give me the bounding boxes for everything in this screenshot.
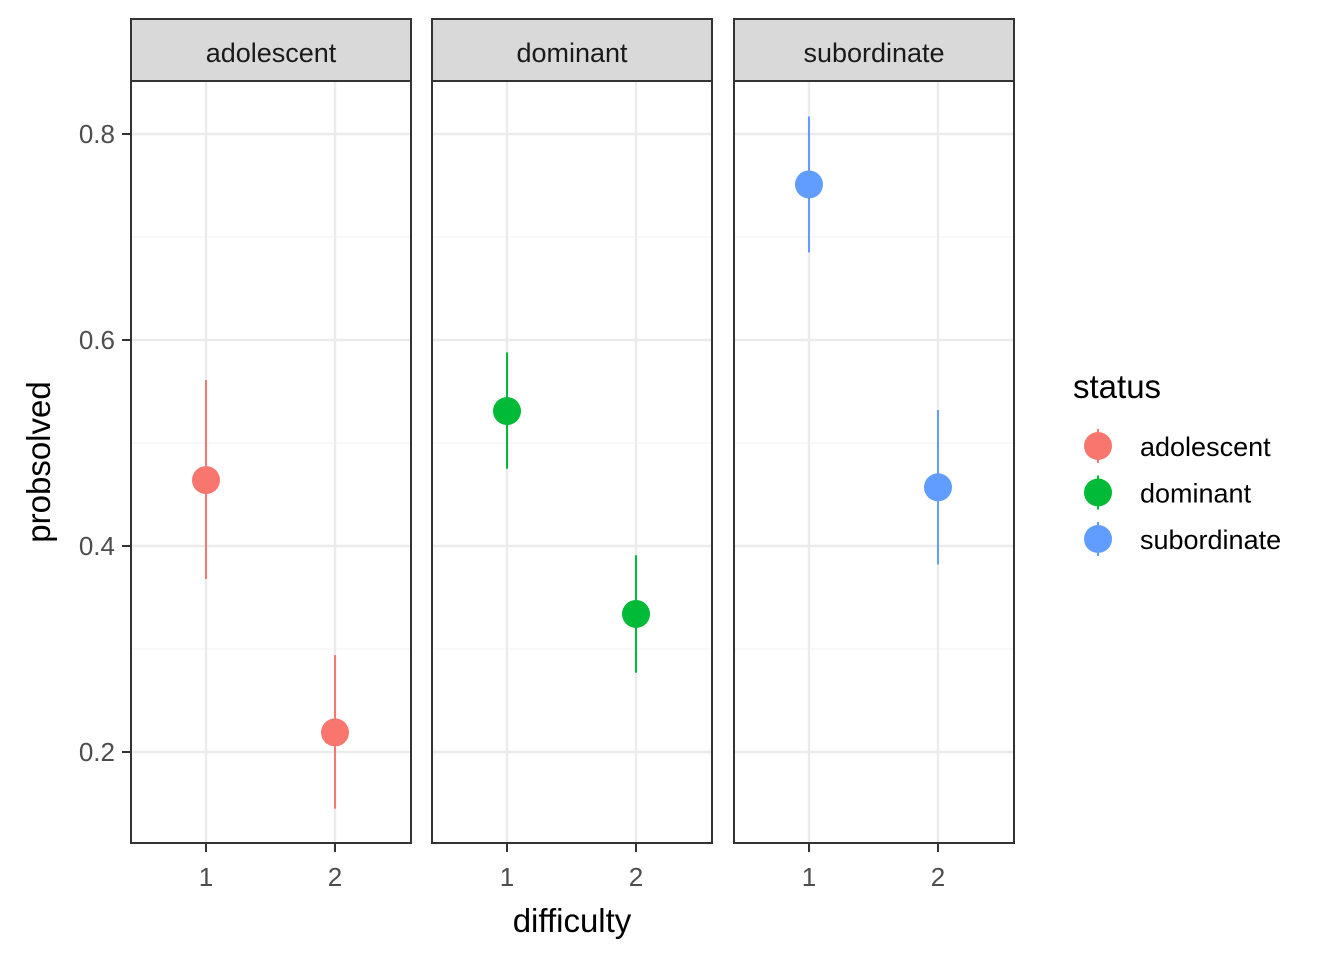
panel-background — [734, 81, 1014, 843]
x-tick-label: 1 — [500, 862, 514, 892]
legend: status adolescent dominant subordinate — [1073, 368, 1281, 556]
strip-label: dominant — [516, 38, 628, 68]
data-point — [321, 718, 349, 747]
legend-item-subordinate: subordinate — [1084, 522, 1281, 556]
x-tick-label: 2 — [931, 862, 945, 892]
legend-label: adolescent — [1140, 432, 1271, 462]
strip-background — [130, 18, 412, 82]
facet-panels: adolescent 1 2 dominant 1 2 subordinate 1 2 — [130, 18, 1015, 892]
legend-key-point — [1084, 432, 1112, 460]
legend-label: dominant — [1140, 479, 1252, 509]
data-point — [622, 599, 650, 628]
legend-item-dominant: dominant — [1084, 475, 1252, 510]
panel-dominant: dominant 1 2 — [431, 18, 713, 892]
strip-label: subordinate — [803, 38, 944, 68]
x-tick-label: 2 — [629, 862, 643, 892]
y-tick-label: 0.2 — [79, 737, 115, 767]
y-tick-label: 0.6 — [79, 325, 115, 355]
data-point — [493, 397, 521, 426]
panel-adolescent: adolescent 1 2 — [130, 18, 412, 892]
panel-background — [432, 81, 712, 843]
legend-key-point — [1084, 525, 1112, 553]
x-tick-label: 1 — [802, 862, 816, 892]
y-axis: 0.2 0.4 0.6 0.8 — [79, 119, 131, 767]
x-axis-title: difficulty — [513, 902, 632, 939]
legend-title: status — [1073, 368, 1161, 405]
y-axis-title: probsolved — [20, 381, 57, 542]
strip-background — [431, 18, 713, 82]
panel-background — [131, 81, 411, 843]
data-point — [192, 466, 220, 495]
y-tick-label: 0.8 — [79, 119, 115, 149]
legend-item-adolescent: adolescent — [1084, 429, 1271, 463]
x-tick-label: 1 — [199, 862, 213, 892]
legend-key-point — [1084, 478, 1112, 507]
data-point — [924, 473, 952, 502]
legend-label: subordinate — [1140, 525, 1281, 555]
strip-label: adolescent — [206, 38, 337, 68]
x-tick-label: 2 — [328, 862, 342, 892]
y-tick-label: 0.4 — [79, 531, 115, 561]
strip-background — [733, 18, 1015, 82]
panel-subordinate: subordinate 1 2 — [733, 18, 1015, 892]
data-point — [795, 170, 823, 199]
